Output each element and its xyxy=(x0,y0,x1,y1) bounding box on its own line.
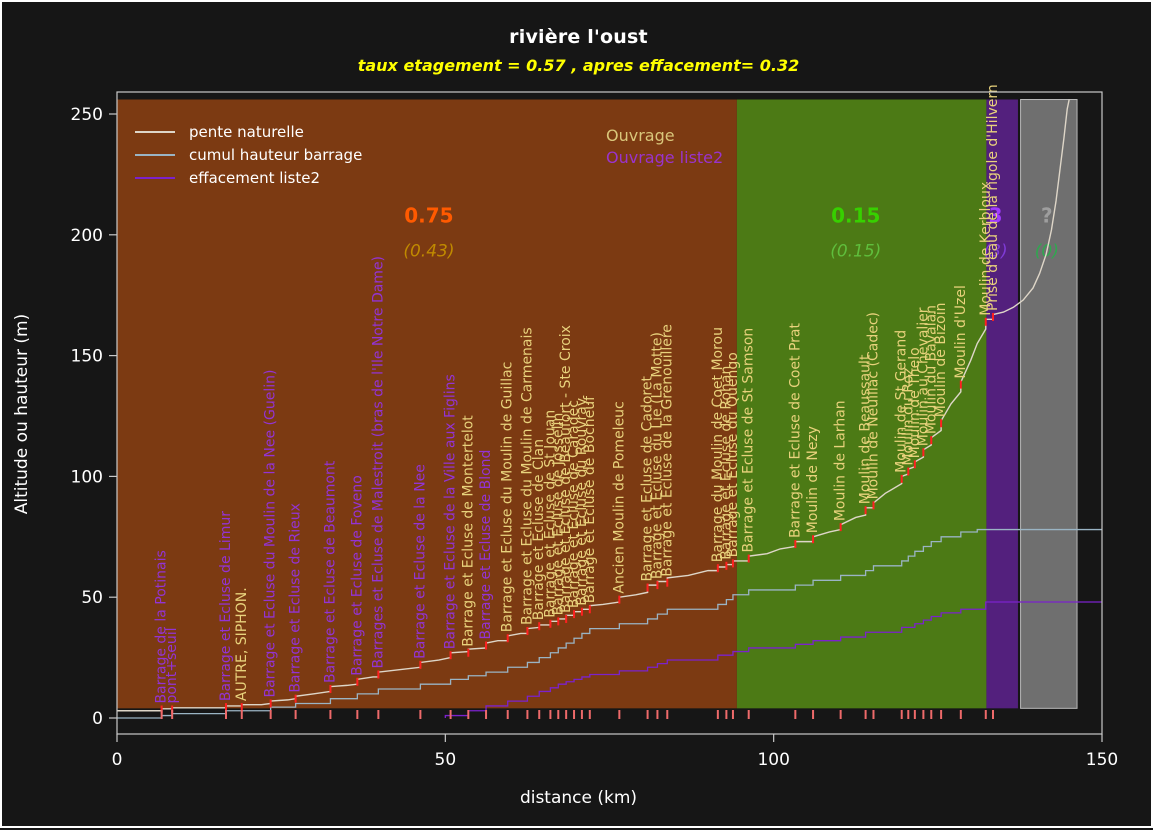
barrage-label: Barrage et Ecluse du Rouvray xyxy=(574,398,590,606)
region-subvalue-troncon-1: (0.43) xyxy=(403,242,454,262)
barrage-label: Moulin de Larhan xyxy=(833,400,849,521)
barrage-label: Barrage et Ecluse de Rohan xyxy=(718,366,734,560)
legend-swatch-pente xyxy=(135,130,175,133)
barrage-label: Moulin de Neuillac (Cadec) xyxy=(865,312,881,499)
ouvrage-legend: Ouvrage Ouvrage liste2 xyxy=(606,126,723,170)
legend-swatch-cumul xyxy=(135,153,175,156)
barrage-label: Barrage et Ecluse de Caradec xyxy=(566,400,582,608)
region-troncon-2 xyxy=(736,99,987,709)
barrage-label: Barrage et Ecluse de la Ville aux Figlin… xyxy=(443,374,459,649)
y-tick-label: 250 xyxy=(71,105,103,125)
barrage-label: Prise d'eau de la rigole d'Hilvern xyxy=(985,84,1001,311)
legend-item-effacement: effacement liste2 xyxy=(135,166,362,189)
barrage-label: Moulin de Kerbloux xyxy=(978,182,994,316)
region-troncon-4 xyxy=(1020,99,1078,709)
legend-label: pente naturelle xyxy=(189,122,304,141)
barrage-label: Barrage et Ecluse de St Samson xyxy=(741,328,757,553)
region-subvalue-troncon-3: (3) xyxy=(984,242,1008,262)
legend: pente naturelle cumul hauteur barrage ef… xyxy=(135,120,362,189)
y-tick-label: 150 xyxy=(71,347,103,367)
barrage-label: Barrage et Ecluse de Beaufort - Ste Croi… xyxy=(558,325,574,613)
barrage-label: Moulin d'Uzel xyxy=(953,285,969,378)
barrage-label: Barrage et Ecluse de Clan xyxy=(531,439,547,620)
series-cumul-hauteur-barrage xyxy=(117,528,1102,719)
region-value-troncon-4: ? xyxy=(1041,204,1053,228)
barrage-label: Moulin au Chevalier xyxy=(915,307,931,446)
barrage-label: Barrage et Ecluse de Cadoret xyxy=(640,376,656,582)
barrage-label: Ancien Moulin de Pomeleuc xyxy=(611,401,627,593)
x-tick-label: 0 xyxy=(112,750,123,770)
x-tick-label: 100 xyxy=(757,750,789,770)
chart-subtitle: taux etagement = 0.57 , apres effacement… xyxy=(357,56,800,75)
barrage-label: pont+seuil xyxy=(164,627,180,703)
barrage-label: Barrage et Ecluse de la Grenouillere xyxy=(659,324,675,577)
barrage-label: Moulin de Beaussault xyxy=(858,354,874,504)
barrage-label: Barrage de la Potinais xyxy=(154,550,170,703)
barrage-label: Moulin de St Gerand xyxy=(894,330,910,473)
legend-swatch-effacement xyxy=(135,176,175,179)
y-tick-label: 100 xyxy=(71,467,103,487)
barrage-label: Barrage et Ecluse du Moulin de Guillac xyxy=(500,362,516,633)
barrage-label: Barrages et Ecluse de Malestroit (bras d… xyxy=(370,256,386,669)
barrage-label: Barrage et Ecluse de Blond xyxy=(478,450,494,640)
barrage-label: Moulin du Roz xyxy=(900,368,916,466)
barrage-label: Barrage du Moulin de Coet Morou xyxy=(710,327,726,562)
x-tick-label: 150 xyxy=(1086,750,1118,770)
barrage-label: Moulin de Nezy xyxy=(805,426,821,533)
barrage-label: Moulin du Bavalan xyxy=(923,305,939,434)
region-value-troncon-1: 0.75 xyxy=(404,204,453,228)
region-troncon-1 xyxy=(117,99,737,709)
barrage-label: Barrage et Ecluse de St Jouan xyxy=(542,410,558,618)
ouvrage-label: Ouvrage xyxy=(606,126,675,145)
legend-item-pente: pente naturelle xyxy=(135,120,362,143)
x-axis-label: distance (km) xyxy=(519,788,638,808)
barrage-label: Barrage et Ecluse de Josselin xyxy=(550,413,566,616)
region-value-troncon-2: 0.15 xyxy=(831,204,880,228)
legend-label: cumul hauteur barrage xyxy=(189,145,363,164)
y-tick-label: 50 xyxy=(81,588,103,608)
barrage-label: Barrage et Ecluse de Coet Prat xyxy=(787,322,803,538)
legend-label: effacement liste2 xyxy=(189,168,321,187)
plot-border xyxy=(116,91,1103,735)
barrage-label: Barrage et Ecluse de Rieux xyxy=(288,503,304,693)
page-title: rivière l'oust xyxy=(509,26,648,48)
barrage-label: Barrage et Ecluse du Lie (La Motte) xyxy=(649,332,665,579)
legend-item-cumul: cumul hauteur barrage xyxy=(135,143,362,166)
y-axis-label: Altitude ou hauteur (m) xyxy=(12,313,32,515)
barrage-label: Moulin de Thelo xyxy=(907,347,923,458)
barrage-label: Barrage et Ecluse du Quengo xyxy=(725,352,741,557)
barrage-label: Barrage et Ecluse de Montertelot xyxy=(460,415,476,647)
barrage-label: Barrage et Ecluse de Beaumont xyxy=(322,460,338,683)
y-tick-label: 0 xyxy=(92,709,103,729)
barrage-label: Barrage et Ecluse de la Nee xyxy=(412,464,428,659)
barrage-label: Barrage et Ecluse de Bocneuf xyxy=(582,395,598,603)
series-effacement-liste2 xyxy=(444,601,1102,718)
region-value-troncon-3: 3 xyxy=(989,204,1003,228)
barrage-label: Barrage et Ecluse du Moulin de Carmenais xyxy=(519,327,535,625)
barrage-label: Barrage et Ecluse de Foveno xyxy=(349,475,365,676)
barrage-label: AUTRE, SIPHON. xyxy=(234,587,250,701)
barrage-label: Barrage et Ecluse du Moulin de la Nee (G… xyxy=(263,370,279,698)
barrage-label: Barrage et Ecluse de Limur xyxy=(218,511,234,701)
region-troncon-3 xyxy=(986,99,1018,709)
ouvrage-liste2-label: Ouvrage liste2 xyxy=(606,148,724,167)
y-tick-label: 200 xyxy=(71,226,103,246)
region-subvalue-troncon-2: (0.15) xyxy=(830,242,881,262)
x-tick-label: 50 xyxy=(435,750,457,770)
barrage-label: Moulin de Bizoin xyxy=(933,302,949,417)
